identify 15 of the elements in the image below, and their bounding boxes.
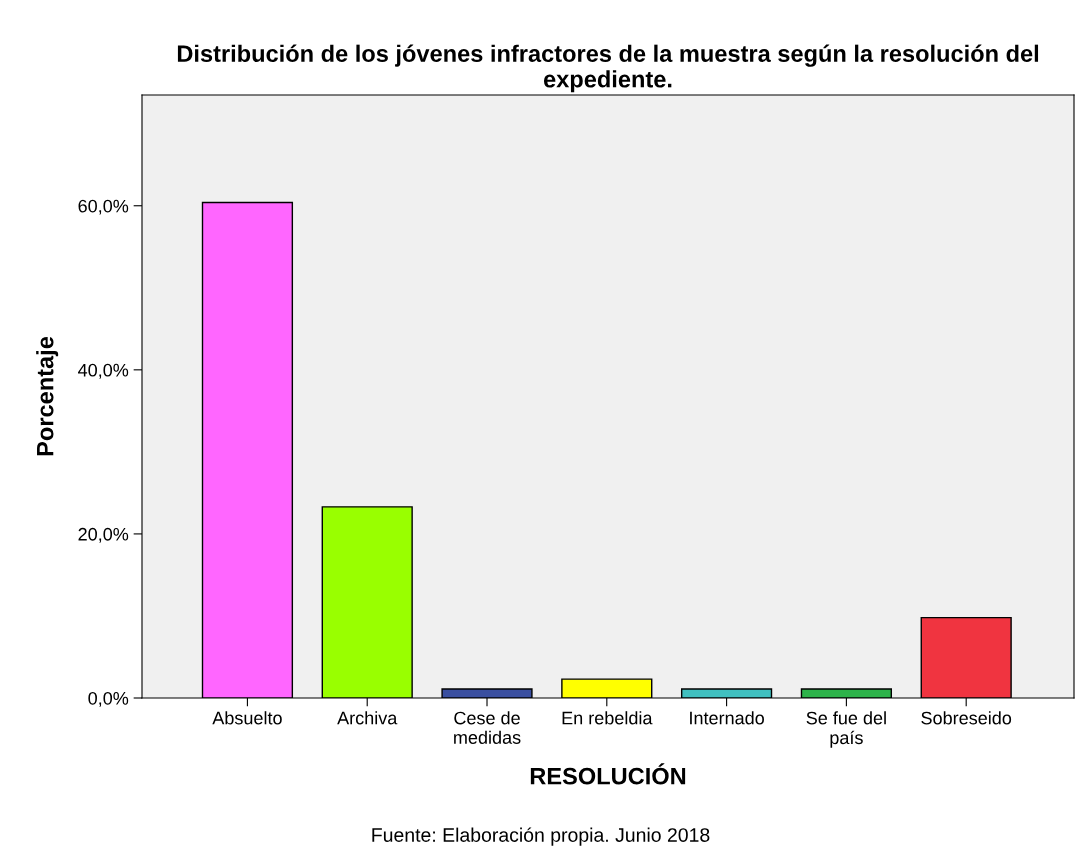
y-tick-label: 60,0% [78,199,129,215]
x-tick-label: Absuelto [212,711,282,725]
chart-title: Distribución de los jóvenes infractores de la muestra según la resolución del expediente. [177,44,1039,93]
x-tick-label: Cese de medidas [454,711,521,744]
x-tick-label: Archiva [337,711,398,725]
y-tick-label: 20,0% [78,527,129,543]
x-tick-label: Internado [690,711,764,725]
source-note: Fuente: Elaboración propia. Junio 2018 [372,827,710,846]
x-axis-title: RESOLUCIÓN [530,763,686,785]
x-tick-label: En rebeldia [562,711,653,725]
x-tick-label: Sobreseido [921,711,1012,725]
y-tick-label: 40,0% [78,363,129,379]
x-tick-label: Se fue del país [806,711,886,748]
y-tick-label: 0,0% [88,691,129,707]
y-axis-title: Porcentaje [36,336,59,456]
